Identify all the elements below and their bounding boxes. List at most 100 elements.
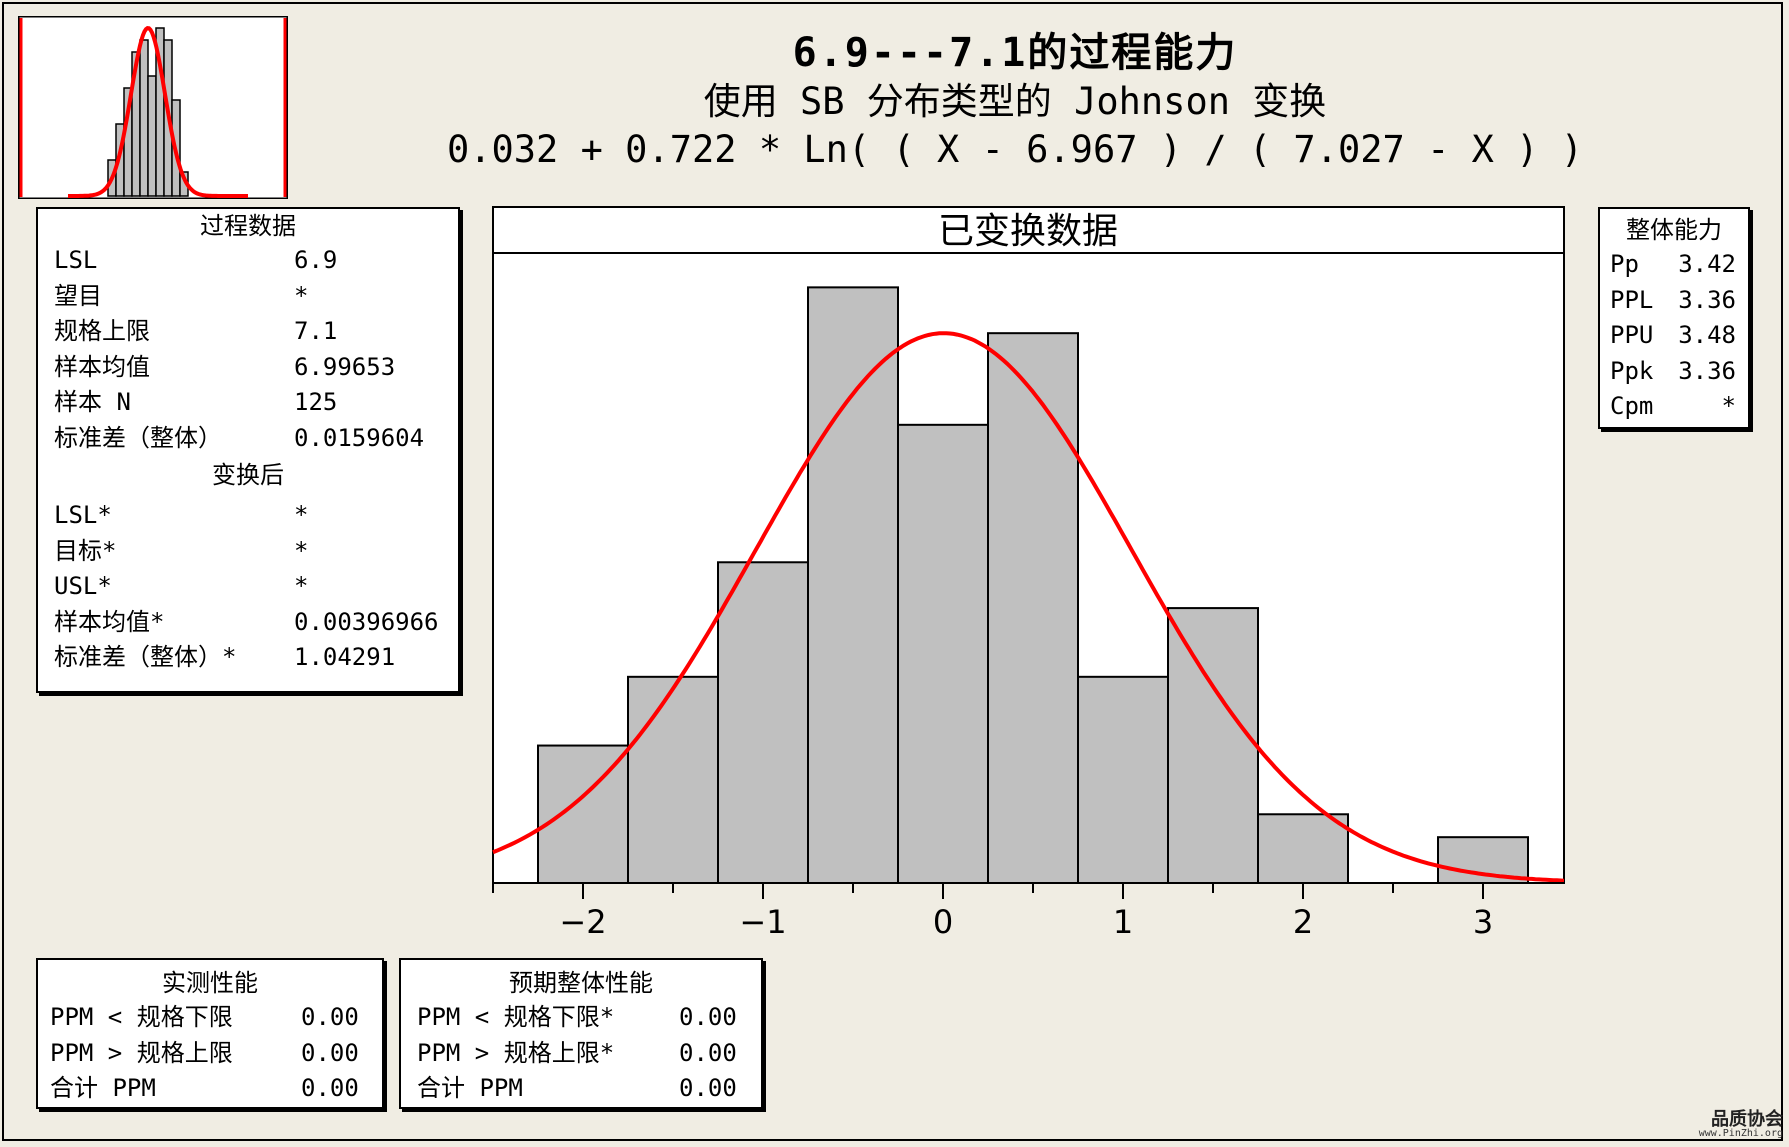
stat-value: 7.1: [294, 317, 338, 345]
x-tick-label: 0: [933, 903, 953, 941]
stat-row: 合计 PPM 0.00: [401, 1071, 761, 1107]
stat-label: PPM < 规格下限: [50, 1003, 233, 1031]
stat-value: *: [294, 281, 309, 310]
thumbnail-normal-curve: [68, 26, 248, 198]
stat-label: PPU: [1610, 321, 1654, 349]
chart-subtitle: 使用 SB 分布类型的 Johnson 变换: [703, 80, 1327, 123]
process-data-header: 过程数据: [200, 212, 296, 240]
stat-row: 样本均值* 0.00396966: [38, 605, 458, 641]
stat-value: 3.36: [1678, 285, 1736, 314]
stat-label: USL*: [54, 572, 112, 600]
x-tick-label: −1: [739, 903, 786, 941]
title-block: 6.9---7.1的过程能力 使用 SB 分布类型的 Johnson 变换 0.…: [300, 28, 1730, 174]
stat-label: LSL*: [54, 501, 112, 529]
histogram-bar: [717, 561, 809, 884]
stat-label: Cpm: [1610, 392, 1654, 420]
stat-value: 3.42: [1678, 250, 1736, 278]
stat-label: Pp: [1610, 250, 1639, 278]
stat-label: 标准差（整体）: [54, 423, 222, 452]
stat-value: 3.36: [1678, 356, 1736, 385]
stat-label: 合计 PPM: [417, 1074, 523, 1102]
stat-row: USL* *: [38, 569, 458, 605]
normal-fit-curve: [492, 331, 1565, 883]
stat-row: 望目 *: [38, 279, 458, 315]
stat-row: PPU 3.48: [1600, 318, 1748, 354]
stat-row: Pp 3.42: [1600, 247, 1748, 283]
histogram-bar: [897, 423, 989, 884]
x-tick-label: 1: [1113, 903, 1133, 941]
stat-label: 望目: [54, 281, 102, 310]
stat-row: 样本均值 6.99653: [38, 350, 458, 386]
histogram-bar: [1167, 607, 1259, 884]
x-tick-label: 3: [1473, 903, 1493, 941]
observed-performance-header: 实测性能: [162, 969, 258, 997]
stat-value: *: [294, 536, 309, 565]
histogram-bar: [987, 332, 1079, 884]
stat-label: 样本 N: [54, 388, 131, 416]
stat-value: 6.9: [294, 246, 338, 274]
histogram-bar: [1257, 813, 1349, 884]
stat-label: PPM > 规格上限*: [417, 1038, 615, 1067]
stat-label: PPM < 规格下限*: [417, 1003, 615, 1031]
stat-label: PPL: [1610, 285, 1654, 314]
thumbnail-histogram: [18, 16, 288, 199]
stat-row: PPM < 规格下限 0.00: [38, 1000, 382, 1036]
stat-value: 125: [294, 388, 338, 416]
stat-value: 1.04291: [294, 643, 396, 671]
stat-value: 0.00: [679, 1074, 737, 1102]
stat-row: 规格上限 7.1: [38, 314, 458, 350]
stat-value: 0.00: [679, 1003, 737, 1031]
stat-value: 0.00: [301, 1074, 359, 1102]
stat-label: 目标*: [54, 536, 117, 565]
stat-value: *: [1721, 392, 1736, 420]
histogram-bar: [1077, 675, 1169, 884]
stat-row: PPM > 规格上限* 0.00: [401, 1036, 761, 1072]
stat-value: 6.99653: [294, 352, 396, 381]
stat-label: 样本均值*: [54, 607, 165, 636]
stat-value: 0.00: [679, 1038, 737, 1067]
expected-performance-panel: 预期整体性能 PPM < 规格下限* 0.00 PPM > 规格上限* 0.00 合计 …: [399, 958, 763, 1109]
process-data-panel: 过程数据 LSL 6.9 望目 * 规格上限 7.1 样本均值 6.99653 样本 N 125 标…: [36, 207, 460, 693]
stat-row: 样本 N 125: [38, 385, 458, 421]
stat-value: 3.48: [1678, 321, 1736, 349]
stat-label: 标准差（整体）*: [54, 643, 237, 671]
stat-label: 样本均值: [54, 352, 150, 381]
stat-label: LSL: [54, 246, 98, 274]
stat-row: Cpm *: [1600, 389, 1748, 425]
transformed-header: 变换后: [212, 461, 284, 489]
stat-row: PPL 3.36: [1600, 283, 1748, 319]
site-watermark: 品质协会 www.PinZhi.org: [1698, 1109, 1783, 1140]
overall-capability-header: 整体能力: [1626, 216, 1722, 244]
stat-label: PPM > 规格上限: [50, 1038, 233, 1067]
expected-performance-header: 预期整体性能: [509, 969, 653, 997]
stat-value: *: [294, 501, 309, 529]
transform-formula: 0.032 + 0.722 * Ln( ( X - 6.967 ) / ( 7.…: [446, 128, 1584, 171]
stat-value: 0.00396966: [294, 607, 439, 636]
stat-row: LSL* *: [38, 498, 458, 534]
stat-value: 0.00: [301, 1038, 359, 1067]
stat-label: 合计 PPM: [50, 1074, 156, 1102]
stat-label: Ppk: [1610, 356, 1654, 385]
overall-capability-panel: 整体能力 Pp 3.42 PPL 3.36 PPU 3.48 Ppk 3.36 Cpm *: [1598, 207, 1750, 429]
stat-value: *: [294, 572, 309, 600]
stat-row: 标准差（整体）* 1.04291: [38, 640, 458, 676]
histogram-bar: [807, 286, 899, 884]
histogram-title: 已变换数据: [938, 211, 1118, 252]
stat-row: PPM < 规格下限* 0.00: [401, 1000, 761, 1036]
stat-row: 合计 PPM 0.00: [38, 1071, 382, 1107]
histogram-bar: [1437, 836, 1529, 885]
histogram-bar: [627, 675, 719, 884]
stat-row: PPM > 规格上限 0.00: [38, 1036, 382, 1072]
x-tick-label: 2: [1293, 903, 1313, 941]
stat-row: 标准差（整体） 0.0159604: [38, 421, 458, 457]
stat-label: 规格上限: [54, 317, 150, 345]
stat-row: LSL 6.9: [38, 243, 458, 279]
x-tick-label: −2: [559, 903, 606, 941]
stat-value: 0.0159604: [294, 423, 425, 452]
chart-title: 6.9---7.1的过程能力: [792, 30, 1238, 76]
observed-performance-panel: 实测性能 PPM < 规格下限 0.00 PPM > 规格上限 0.00 合计 PPM 0…: [36, 958, 384, 1109]
stat-row: Ppk 3.36: [1600, 354, 1748, 390]
stat-row: 目标* *: [38, 534, 458, 570]
